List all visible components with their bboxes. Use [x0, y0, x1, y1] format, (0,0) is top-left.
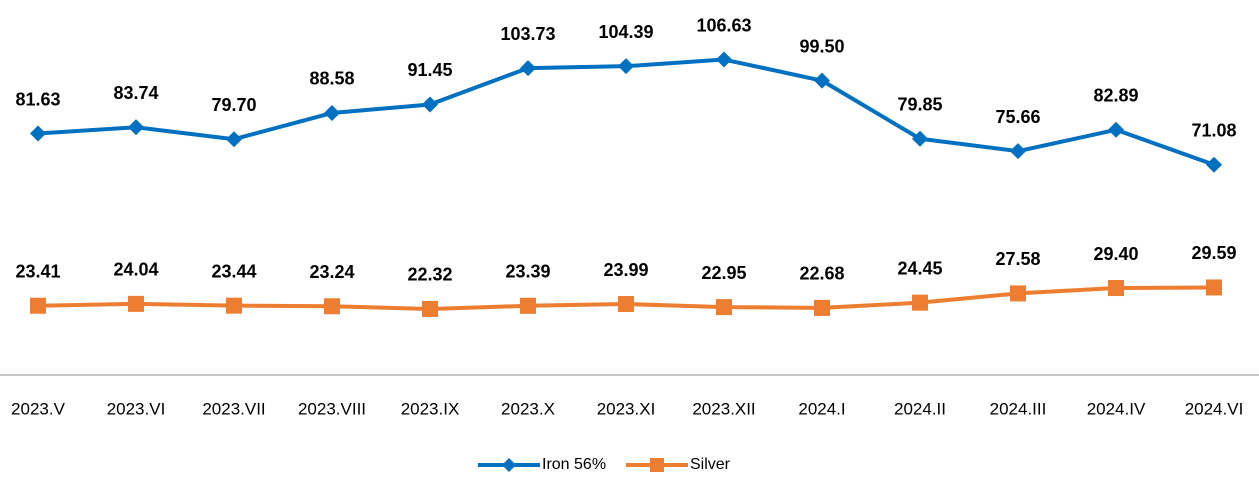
data-point	[422, 96, 438, 113]
data-point	[814, 299, 830, 316]
data-label: 81.63	[15, 89, 60, 109]
data-point	[618, 296, 634, 313]
x-tick-label: 2023.VI	[107, 399, 166, 418]
data-point	[30, 297, 46, 314]
data-label: 23.99	[603, 260, 648, 280]
data-label: 22.32	[407, 265, 452, 285]
data-label: 22.68	[799, 264, 844, 284]
data-point	[912, 130, 928, 147]
data-label: 23.44	[211, 261, 256, 281]
data-point	[618, 58, 634, 75]
data-label: 106.63	[696, 15, 751, 35]
data-label: 79.70	[211, 95, 256, 115]
x-tick-label: 2024.IV	[1087, 399, 1146, 418]
data-label: 88.58	[309, 69, 354, 89]
data-point	[324, 298, 340, 315]
data-label: 75.66	[995, 107, 1040, 127]
data-point	[814, 72, 830, 89]
data-point	[1206, 156, 1222, 173]
data-label: 24.45	[897, 258, 942, 278]
data-label: 82.89	[1093, 86, 1138, 106]
x-tick-label: 2024.II	[894, 399, 946, 418]
data-point	[716, 299, 732, 316]
data-label: 29.40	[1093, 244, 1138, 264]
x-tick-label: 2023.V	[11, 399, 66, 418]
data-label: 23.39	[505, 262, 550, 282]
data-point	[716, 51, 732, 68]
data-point	[422, 300, 438, 317]
data-label: 91.45	[407, 60, 452, 80]
data-point	[128, 119, 144, 136]
data-point	[520, 297, 536, 314]
x-tick-label: 2023.VIII	[298, 399, 366, 418]
data-label: 23.41	[15, 261, 60, 281]
data-label: 79.85	[897, 95, 942, 115]
data-point	[1206, 279, 1222, 296]
data-point	[1108, 280, 1124, 297]
data-point	[912, 294, 928, 311]
legend-marker	[650, 458, 664, 472]
data-point	[1108, 121, 1124, 138]
data-label: 27.58	[995, 249, 1040, 269]
x-tick-label: 2023.XI	[597, 399, 656, 418]
data-point	[226, 297, 242, 314]
data-label: 103.73	[500, 24, 555, 44]
data-point	[1010, 285, 1026, 302]
data-label: 71.08	[1191, 120, 1236, 140]
data-label: 29.59	[1191, 243, 1236, 263]
data-label: 83.74	[113, 83, 158, 103]
data-point	[324, 104, 340, 121]
x-tick-label: 2023.X	[501, 399, 555, 418]
data-label: 24.04	[113, 260, 158, 280]
data-label: 99.50	[799, 36, 844, 56]
x-tick-label: 2024.III	[990, 399, 1047, 418]
x-tick-label: 2023.XII	[692, 399, 755, 418]
data-point	[30, 125, 46, 142]
data-label: 22.95	[701, 263, 746, 283]
x-tick-label: 2023.VII	[202, 399, 265, 418]
legend-label: Iron 56%	[542, 456, 606, 473]
legend-label: Silver	[690, 456, 731, 473]
x-tick-label: 2024.I	[798, 399, 845, 418]
data-label: 104.39	[598, 22, 653, 42]
data-point	[520, 60, 536, 77]
legend-marker	[502, 458, 516, 472]
data-label: 23.24	[309, 262, 354, 282]
x-tick-label: 2024.VI	[1185, 399, 1244, 418]
x-tick-label: 2023.IX	[401, 399, 460, 418]
data-point	[1010, 143, 1026, 160]
data-point	[128, 295, 144, 312]
data-point	[226, 131, 242, 148]
